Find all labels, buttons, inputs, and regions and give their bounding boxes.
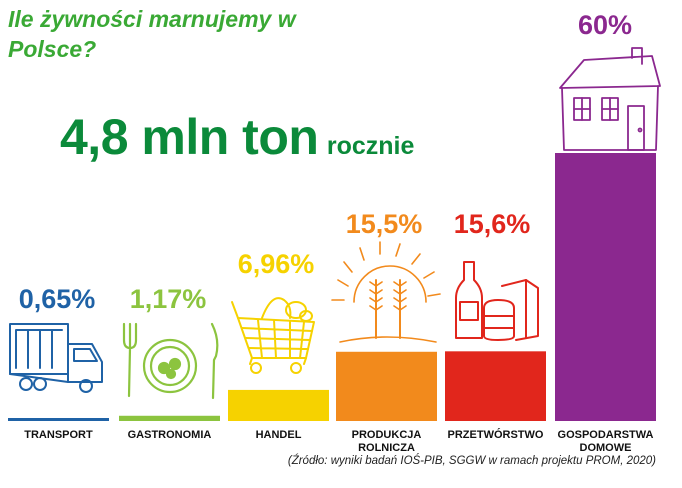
bar [445,351,546,421]
truck-icon [9,323,103,393]
plate-cutlery-icon [122,322,219,400]
bar [8,418,109,421]
bar [555,153,656,421]
wheat-sun-icon [331,241,441,343]
value-label: 1,17% [130,284,207,314]
value-label: 15,6% [454,209,531,239]
bars-group: 0,65% TRANSPORT 1,17% GASTRONOMIA 6,96% HANDE… [8,10,656,454]
category-label: PRZETWÓRSTWO [448,428,544,441]
icons-group [9,47,661,400]
category-label: GASTRONOMIA [128,429,212,441]
bar [336,351,437,421]
value-label: 6,96% [238,249,315,279]
category-label: TRANSPORT [24,429,93,441]
bottle-jar-icon [455,261,539,341]
value-label: 60% [578,10,632,40]
bar [228,389,329,421]
bar [119,415,220,421]
shopping-basket-icon [231,297,315,374]
headline-suffix: rocznie [326,132,415,160]
category-label: HANDEL [256,429,302,441]
chart-title: Ile żywności marnujemy w Polsce? [8,6,296,62]
headline-value: 4,8 mln ton [60,109,319,165]
category-label: ROLNICZA [358,442,415,454]
value-label: 0,65% [19,284,96,314]
house-icon [559,47,661,151]
category-label: PRODUKCJA [352,429,422,441]
headline: 4,8 mln ton rocznie [60,108,414,166]
value-label: 15,5% [346,209,423,239]
source-note: (Źródło: wyniki badań IOŚ-PIB, SGGW w ra… [287,455,656,467]
category-label: DOMOWE [580,442,632,454]
category-label: GOSPODARSTWA [558,429,654,441]
